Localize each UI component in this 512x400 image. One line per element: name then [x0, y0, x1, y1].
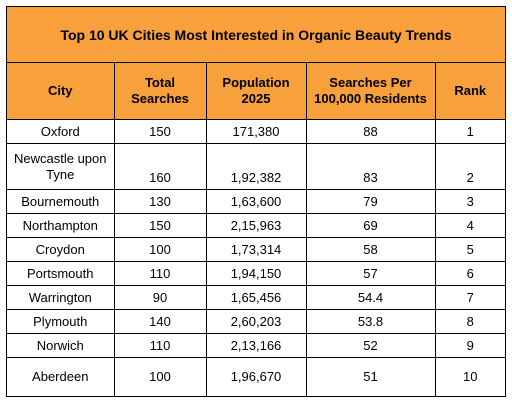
cell-per: 83: [305, 143, 436, 190]
cell-city: Portsmouth: [7, 261, 115, 286]
cell-city: Warrington: [7, 285, 115, 310]
cell-city: Croydon: [7, 237, 115, 262]
cell-city: Plymouth: [7, 309, 115, 334]
header-total-searches: Total Searches: [113, 63, 207, 120]
cell-per: 88: [305, 119, 436, 144]
table-row: Norwich 110 2,13,166 52 9: [7, 333, 505, 358]
header-row: City Total Searches Population 2025 Sear…: [7, 63, 505, 120]
table-row: Aberdeen 100 1,96,670 51 10: [7, 357, 505, 396]
cell-population: 1,73,314: [205, 237, 307, 262]
cell-per: 58: [305, 237, 436, 262]
cities-table: City Total Searches Population 2025 Sear…: [7, 63, 505, 396]
cell-city: Aberdeen: [7, 357, 115, 396]
cell-total: 100: [113, 237, 207, 262]
cell-rank: 5: [434, 237, 505, 262]
cell-per: 69: [305, 213, 436, 238]
cell-population: 1,65,456: [205, 285, 307, 310]
cell-per: 79: [305, 189, 436, 214]
cell-total: 90: [113, 285, 207, 310]
cell-population: 1,96,670: [205, 357, 307, 396]
cell-rank: 1: [434, 119, 505, 144]
cell-population: 2,13,166: [205, 333, 307, 358]
table-row: Warrington 90 1,65,456 54.4 7: [7, 285, 505, 310]
cell-total: 160: [113, 143, 207, 190]
cell-city: Bournemouth: [7, 189, 115, 214]
cell-total: 100: [113, 357, 207, 396]
cell-per: 51: [305, 357, 436, 396]
table-row: Bournemouth 130 1,63,600 79 3: [7, 189, 505, 214]
table-title: Top 10 UK Cities Most Interested in Orga…: [7, 7, 505, 63]
table-container: Top 10 UK Cities Most Interested in Orga…: [6, 6, 506, 397]
header-population: Population 2025: [205, 63, 307, 120]
header-rank: Rank: [434, 63, 505, 120]
cell-rank: 6: [434, 261, 505, 286]
cell-total: 150: [113, 213, 207, 238]
cell-rank: 4: [434, 213, 505, 238]
cell-population: 1,94,150: [205, 261, 307, 286]
table-row: Plymouth 140 2,60,203 53.8 8: [7, 309, 505, 334]
table-row: Newcastle upon Tyne 160 1,92,382 83 2: [7, 143, 505, 190]
cell-city: Northampton: [7, 213, 115, 238]
cell-city: Oxford: [7, 119, 115, 144]
cell-rank: 7: [434, 285, 505, 310]
cell-population: 1,92,382: [205, 143, 307, 190]
cell-rank: 8: [434, 309, 505, 334]
cell-per: 52: [305, 333, 436, 358]
cell-city: Newcastle upon Tyne: [7, 143, 115, 190]
cell-total: 110: [113, 261, 207, 286]
cell-per: 54.4: [305, 285, 436, 310]
cell-population: 2,60,203: [205, 309, 307, 334]
cell-population: 1,63,600: [205, 189, 307, 214]
table-row: Northampton 150 2,15,963 69 4: [7, 213, 505, 238]
cell-per: 53.8: [305, 309, 436, 334]
cell-rank: 3: [434, 189, 505, 214]
header-searches-per: Searches Per 100,000 Residents: [305, 63, 436, 120]
cell-population: 2,15,963: [205, 213, 307, 238]
cell-rank: 2: [434, 143, 505, 190]
cell-rank: 9: [434, 333, 505, 358]
cell-city: Norwich: [7, 333, 115, 358]
cell-population: 171,380: [205, 119, 307, 144]
cell-total: 140: [113, 309, 207, 334]
table-row: Croydon 100 1,73,314 58 5: [7, 237, 505, 262]
cell-total: 150: [113, 119, 207, 144]
cell-per: 57: [305, 261, 436, 286]
table-row: Oxford 150 171,380 88 1: [7, 119, 505, 144]
cell-rank: 10: [434, 357, 505, 396]
header-city: City: [7, 63, 115, 120]
cell-total: 110: [113, 333, 207, 358]
table-row: Portsmouth 110 1,94,150 57 6: [7, 261, 505, 286]
cell-total: 130: [113, 189, 207, 214]
